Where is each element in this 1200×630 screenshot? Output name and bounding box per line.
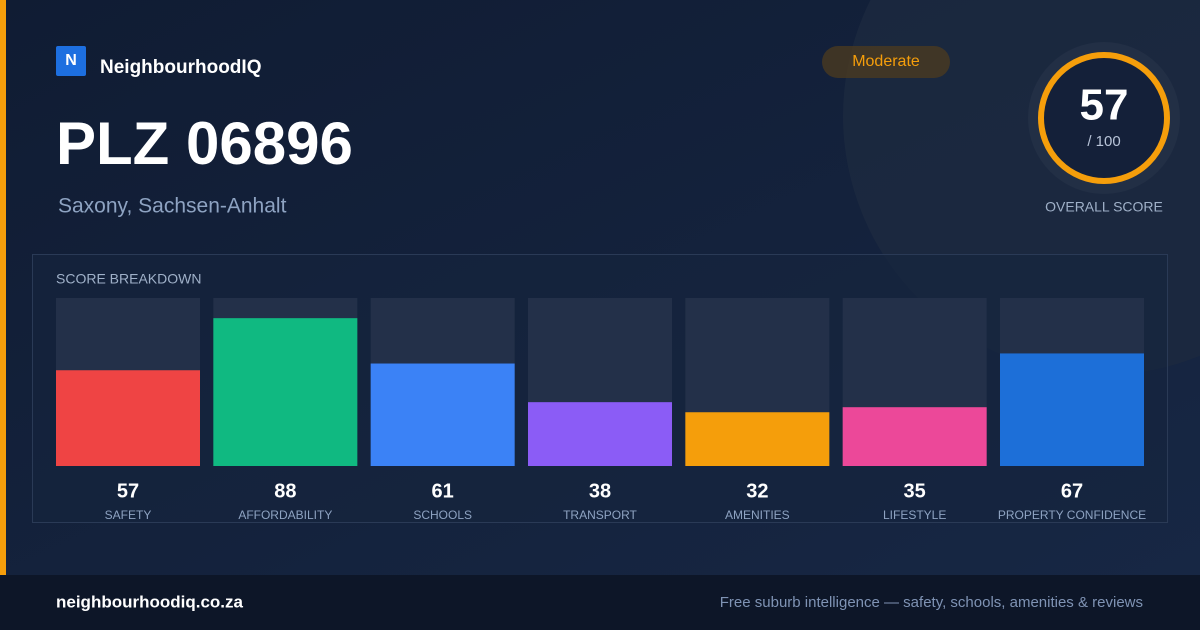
- category-label: TRANSPORT: [563, 508, 637, 522]
- score-label: OVERALL SCORE: [1045, 199, 1163, 215]
- subtitle: Saxony, Sachsen-Anhalt: [58, 195, 287, 218]
- footer: [0, 575, 1200, 630]
- brand-name: NeighbourhoodIQ: [100, 57, 261, 78]
- bar: [842, 407, 987, 466]
- value-label: 32: [746, 480, 768, 502]
- category-label: AFFORDABILITY: [238, 508, 332, 522]
- accent-stripe: [0, 0, 6, 575]
- value-label: 38: [589, 480, 611, 502]
- bar: [528, 402, 672, 466]
- score-ring: [1038, 52, 1170, 184]
- footer-url: neighbourhoodiq.co.za: [56, 592, 244, 611]
- footer-tagline: Free suburb intelligence — safety, schoo…: [720, 594, 1143, 611]
- logo-letter: N: [65, 52, 77, 69]
- bar: [685, 412, 830, 466]
- value-label: 61: [432, 480, 454, 502]
- category-label: PROPERTY CONFIDENCE: [998, 508, 1146, 522]
- score-max: / 100: [1087, 133, 1120, 150]
- value-label: 57: [117, 480, 139, 502]
- category-label: LIFESTYLE: [883, 508, 946, 522]
- chart-title: SCORE BREAKDOWN: [56, 271, 201, 287]
- value-label: 88: [274, 480, 296, 502]
- value-label: 35: [904, 480, 926, 502]
- category-label: SAFETY: [105, 508, 152, 522]
- category-label: SCHOOLS: [413, 508, 472, 522]
- value-label: 67: [1061, 480, 1083, 502]
- badge: [822, 46, 950, 78]
- title: PLZ 06896: [56, 110, 353, 177]
- logo: [56, 46, 86, 76]
- score-value: 57: [1080, 81, 1129, 130]
- bars: 57 SAFETY 88 AFFORDABILITY 61 SCHOOLS 38 TRANSP…: [56, 298, 1146, 522]
- bar: [213, 318, 358, 466]
- bar: [370, 363, 515, 466]
- bar: [1000, 353, 1144, 466]
- category-label: AMENITIES: [725, 508, 790, 522]
- bar: [56, 370, 200, 466]
- badge-text: Moderate: [852, 53, 920, 70]
